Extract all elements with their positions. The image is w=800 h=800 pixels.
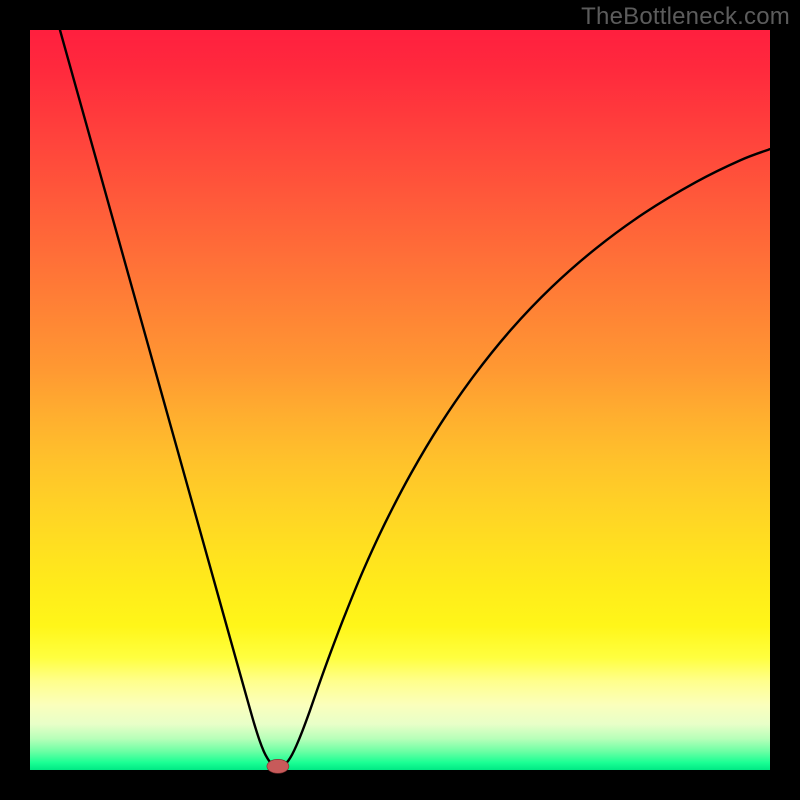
plot-gradient-background [30,30,770,770]
watermark-label: TheBottleneck.com [581,3,790,30]
chart-canvas: TheBottleneck.com [0,0,800,800]
watermark-text: TheBottleneck.com [581,3,790,31]
